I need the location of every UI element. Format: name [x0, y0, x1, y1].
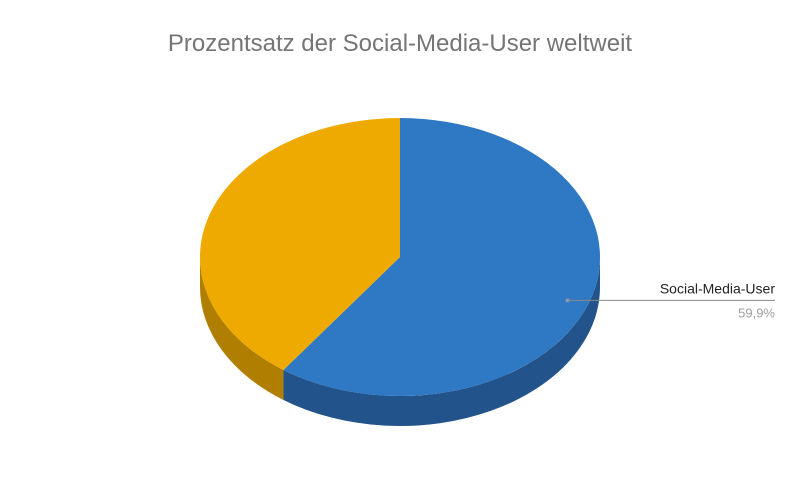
pie-sides [200, 257, 600, 427]
pie-side-social-media-user [283, 257, 600, 427]
chart-title: Prozentsatz der Social-Media-User weltwe… [168, 30, 633, 57]
pie-side-slice-2 [200, 257, 284, 400]
pie-slice-social-media-user [283, 118, 600, 397]
pie-labels: Social-Media-User 59,9% [565, 280, 775, 320]
slice-value-social-media-user: 59,9% [738, 305, 775, 320]
pie-slices [200, 118, 600, 397]
pie-slice-slice-2 [200, 118, 400, 370]
slice-label-social-media-user: Social-Media-User [660, 280, 775, 296]
